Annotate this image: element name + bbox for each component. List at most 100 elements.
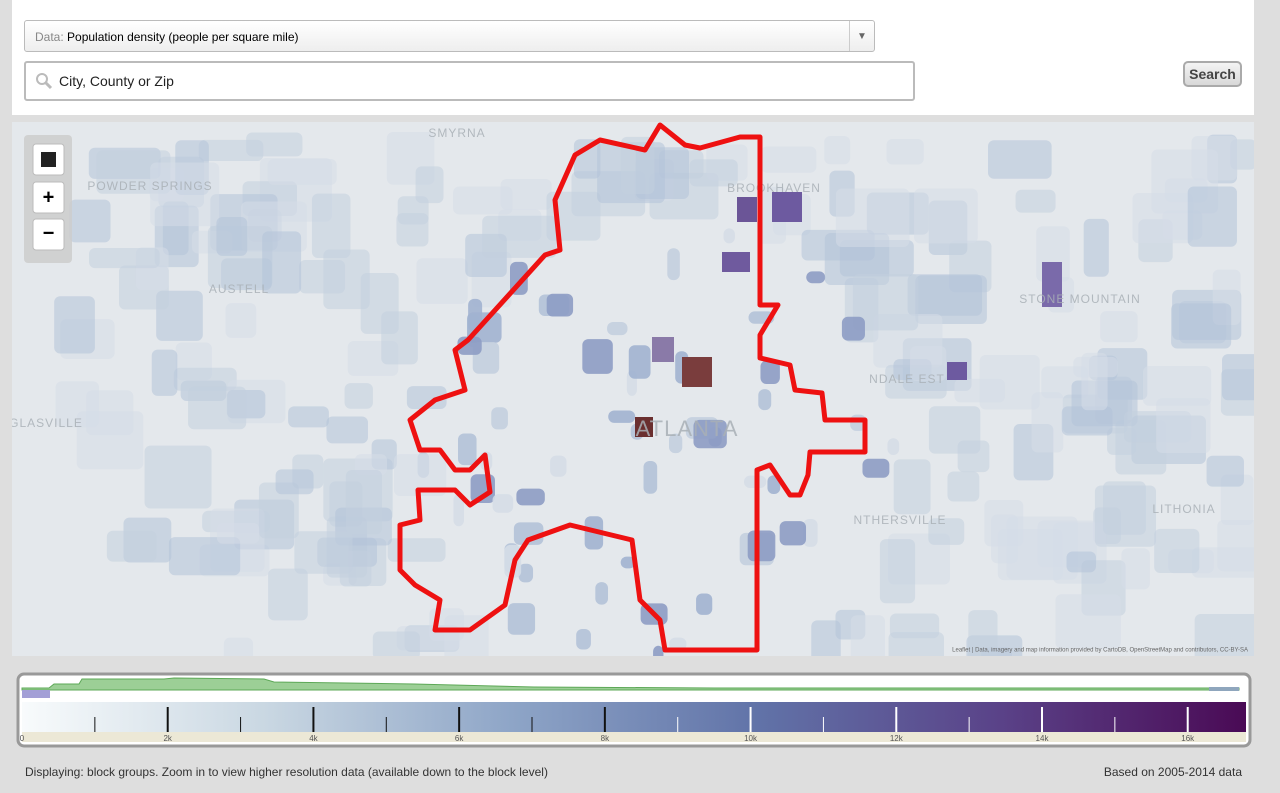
tract xyxy=(1222,354,1254,401)
tract xyxy=(1206,455,1244,487)
tract xyxy=(54,296,95,354)
tract xyxy=(669,637,687,651)
tract xyxy=(1042,262,1062,307)
tract xyxy=(1194,613,1254,656)
tract xyxy=(886,138,924,165)
tract xyxy=(1031,392,1064,453)
legend-tick-label: 10k xyxy=(744,734,758,743)
tract xyxy=(893,459,931,515)
tract xyxy=(396,213,429,247)
tract xyxy=(889,613,940,639)
tract xyxy=(957,440,990,473)
tract xyxy=(262,231,302,294)
tract xyxy=(458,433,477,466)
zoom-control: + − xyxy=(24,135,72,263)
tract xyxy=(772,192,802,222)
tract xyxy=(188,386,247,430)
tracts xyxy=(54,132,1254,656)
tract xyxy=(653,645,664,656)
place-label: ATLANTA xyxy=(636,416,739,441)
tract xyxy=(669,433,683,454)
place-label: NDALE EST xyxy=(869,372,945,386)
tract xyxy=(862,458,890,478)
tract xyxy=(1217,520,1254,572)
legend-tick-label: 12k xyxy=(890,734,904,743)
tract xyxy=(1061,406,1113,436)
tract xyxy=(339,550,372,587)
tract xyxy=(824,136,851,165)
place-label: SMYRNA xyxy=(428,126,485,140)
tract xyxy=(416,258,468,304)
tract xyxy=(500,179,552,210)
tract xyxy=(1187,186,1237,247)
tract xyxy=(1191,136,1238,181)
tract xyxy=(628,345,651,379)
tract xyxy=(55,381,100,428)
tract xyxy=(393,454,447,497)
histogram-low xyxy=(22,690,50,698)
tract xyxy=(372,631,420,656)
tract xyxy=(947,471,980,502)
place-label: BROOKHAVEN xyxy=(727,181,821,195)
map[interactable]: SMYRNA POWDER SPRINGS AUSTELL BROOKHAVEN STO… xyxy=(12,122,1254,656)
legend-tick-label: 14k xyxy=(1036,734,1050,743)
tract xyxy=(223,637,254,656)
tract xyxy=(1083,218,1109,277)
tract xyxy=(288,406,329,428)
tract xyxy=(267,159,337,185)
tract xyxy=(1015,189,1056,213)
legend-tick-label: 2k xyxy=(163,734,172,743)
tract xyxy=(518,563,534,583)
tract xyxy=(1142,365,1212,406)
tract xyxy=(546,293,574,317)
tract xyxy=(689,159,738,187)
tract xyxy=(1220,474,1254,526)
tract xyxy=(693,419,727,449)
place-label: LITHONIA xyxy=(1152,502,1215,516)
place-label: NTHERSVILLE xyxy=(853,513,946,527)
zoom-in-button[interactable] xyxy=(32,181,65,214)
tick-strip xyxy=(22,732,1246,742)
place-label: POWDER SPRINGS xyxy=(87,179,212,193)
tract xyxy=(492,494,514,513)
zoom-out-button[interactable] xyxy=(32,218,65,251)
tract xyxy=(453,186,513,215)
tract xyxy=(144,445,212,509)
tract xyxy=(582,339,613,374)
svg-text:+: + xyxy=(43,186,55,208)
tract xyxy=(106,530,157,562)
city-boundary xyxy=(397,122,868,653)
tract xyxy=(150,162,220,227)
tract xyxy=(620,556,636,569)
tract xyxy=(151,349,178,396)
tract xyxy=(1073,356,1118,378)
tract xyxy=(576,628,591,650)
legend: 0 2k 4k 6k 8k 10k 12k 14k 16k xyxy=(16,672,1252,748)
tract xyxy=(387,538,446,562)
tract xyxy=(69,199,111,243)
histogram-high xyxy=(1209,687,1239,691)
tract xyxy=(216,522,260,544)
tract xyxy=(1066,551,1097,573)
search-input[interactable]: City, County or Zip xyxy=(24,61,915,101)
tract xyxy=(910,345,947,381)
tract xyxy=(595,582,609,605)
search-button[interactable]: Search xyxy=(1183,61,1242,87)
tract xyxy=(1006,516,1078,580)
tract xyxy=(326,416,368,444)
footer-right: Based on 2005-2014 data xyxy=(1103,765,1242,779)
tract xyxy=(643,460,658,494)
color-bar xyxy=(22,702,1246,732)
data-value: Population density (people per square mi… xyxy=(67,30,299,44)
header-panel: Data: Population density (people per squ… xyxy=(12,0,1254,115)
tract xyxy=(914,188,978,244)
tract xyxy=(608,410,636,423)
tract xyxy=(682,357,712,387)
tract xyxy=(1121,548,1150,590)
legend-tick-label: 4k xyxy=(309,734,318,743)
tract xyxy=(311,193,351,259)
tract xyxy=(760,360,780,385)
tract xyxy=(225,303,257,338)
data-dropdown[interactable]: Data: Population density (people per squ… xyxy=(24,20,875,52)
tract xyxy=(737,197,757,222)
